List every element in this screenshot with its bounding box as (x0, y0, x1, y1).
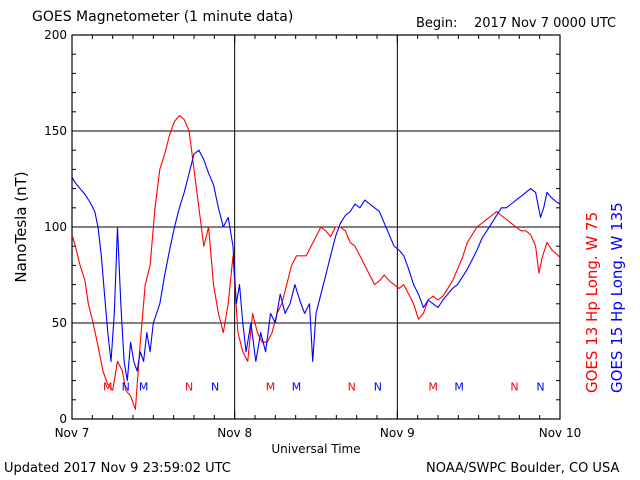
legend-entry-goes15: GOES 15 Hp Long. W 135 (608, 202, 626, 393)
series-line-goes13 (71, 115, 561, 410)
y-tick-label: 200 (44, 28, 67, 42)
event-marker-n: N (211, 380, 219, 393)
event-marker-m: M (292, 380, 302, 393)
begin-value: 2017 Nov 7 0000 UTC (474, 16, 617, 31)
event-marker-n: N (185, 380, 193, 393)
x-tick-label: Nov 8 (217, 426, 252, 440)
x-axis-label: Universal Time (271, 442, 360, 456)
updated-timestamp: Updated 2017 Nov 9 23:59:02 UTC (4, 461, 231, 476)
event-marker-m: M (454, 380, 464, 393)
x-tick-label: Nov 10 (539, 426, 582, 440)
y-tick-label: 150 (44, 124, 67, 138)
event-marker-m: M (428, 380, 438, 393)
event-marker-n: N (348, 380, 356, 393)
credit-text: NOAA/SWPC Boulder, CO USA (426, 461, 620, 476)
event-marker-n: N (536, 380, 544, 393)
y-tick-label: 50 (52, 316, 67, 330)
event-marker-m: M (266, 380, 276, 393)
y-tick-label: 100 (44, 220, 67, 234)
x-tick-label: Nov 9 (380, 426, 415, 440)
legend-entry-goes13: GOES 13 Hp Long. W 75 (583, 212, 601, 393)
x-tick-label: Nov 7 (55, 426, 90, 440)
event-marker-n: N (122, 380, 130, 393)
event-marker-m: M (139, 380, 149, 393)
y-axis-label: NanoTesla (nT) (12, 171, 30, 282)
series-line-goes15 (71, 149, 561, 382)
begin-label: Begin: (416, 16, 458, 31)
page-title: GOES Magnetometer (1 minute data) (32, 9, 294, 25)
y-tick-label: 0 (59, 412, 67, 426)
event-marker-m: M (103, 380, 113, 393)
event-marker-n: N (374, 380, 382, 393)
event-marker-n: N (510, 380, 518, 393)
plot-frame (71, 34, 561, 420)
